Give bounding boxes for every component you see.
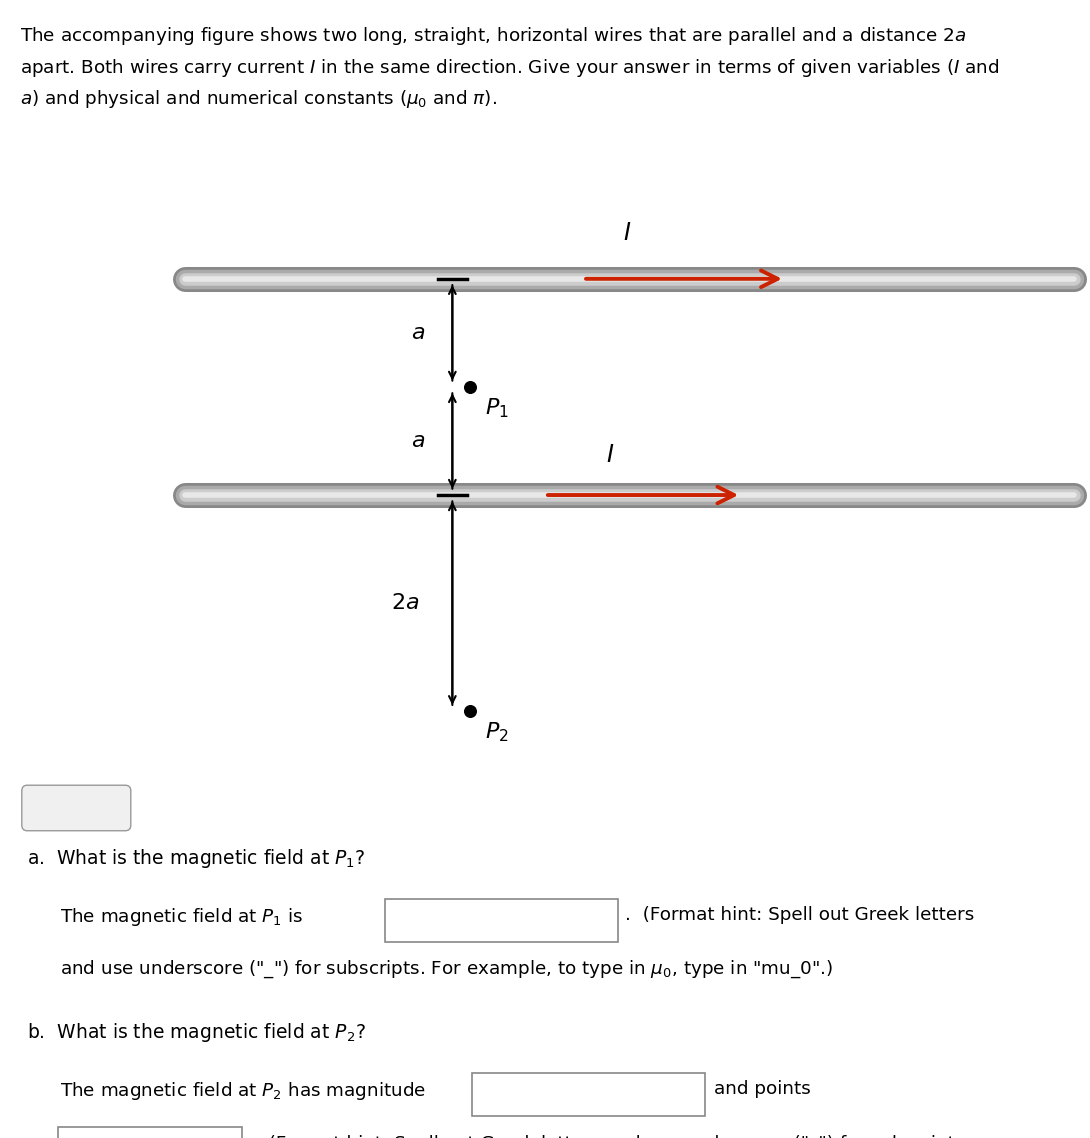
Text: and use underscore ("_") for subscripts. For example, to type in $\mu_0$, type i: and use underscore ("_") for subscripts.… — [60, 958, 833, 980]
Text: Hints: Hints — [53, 799, 99, 817]
FancyBboxPatch shape — [58, 1127, 242, 1138]
FancyBboxPatch shape — [472, 1073, 705, 1116]
Text: .  (Format hint: Spell out Greek letters: . (Format hint: Spell out Greek letters — [625, 906, 973, 924]
Text: b.  What is the magnetic field at $P_2$?: b. What is the magnetic field at $P_2$? — [27, 1021, 366, 1044]
Text: and points: and points — [714, 1080, 811, 1098]
Text: The magnetic field at $P_1$ is: The magnetic field at $P_1$ is — [60, 906, 303, 927]
Text: $a$: $a$ — [411, 431, 425, 451]
Text: $I$: $I$ — [622, 221, 631, 245]
Text: a.  What is the magnetic field at $P_1$?: a. What is the magnetic field at $P_1$? — [27, 847, 365, 869]
Text: The accompanying figure shows two long, straight, horizontal wires that are para: The accompanying figure shows two long, … — [20, 25, 1000, 110]
Text: $P_1$: $P_1$ — [485, 396, 509, 420]
Text: .  (Format hint: Spell out Greek letters and use underscore ("_") for subscripts: . (Format hint: Spell out Greek letters … — [251, 1135, 970, 1138]
Text: $P_2$: $P_2$ — [485, 720, 509, 744]
Text: $a$: $a$ — [411, 323, 425, 343]
Text: $I$: $I$ — [606, 443, 615, 467]
Text: $2a$: $2a$ — [391, 593, 420, 613]
Text: The magnetic field at $P_2$ has magnitude: The magnetic field at $P_2$ has magnitud… — [60, 1080, 426, 1102]
FancyBboxPatch shape — [22, 785, 131, 831]
FancyBboxPatch shape — [385, 899, 618, 942]
Point — [461, 702, 479, 720]
Point — [461, 378, 479, 396]
